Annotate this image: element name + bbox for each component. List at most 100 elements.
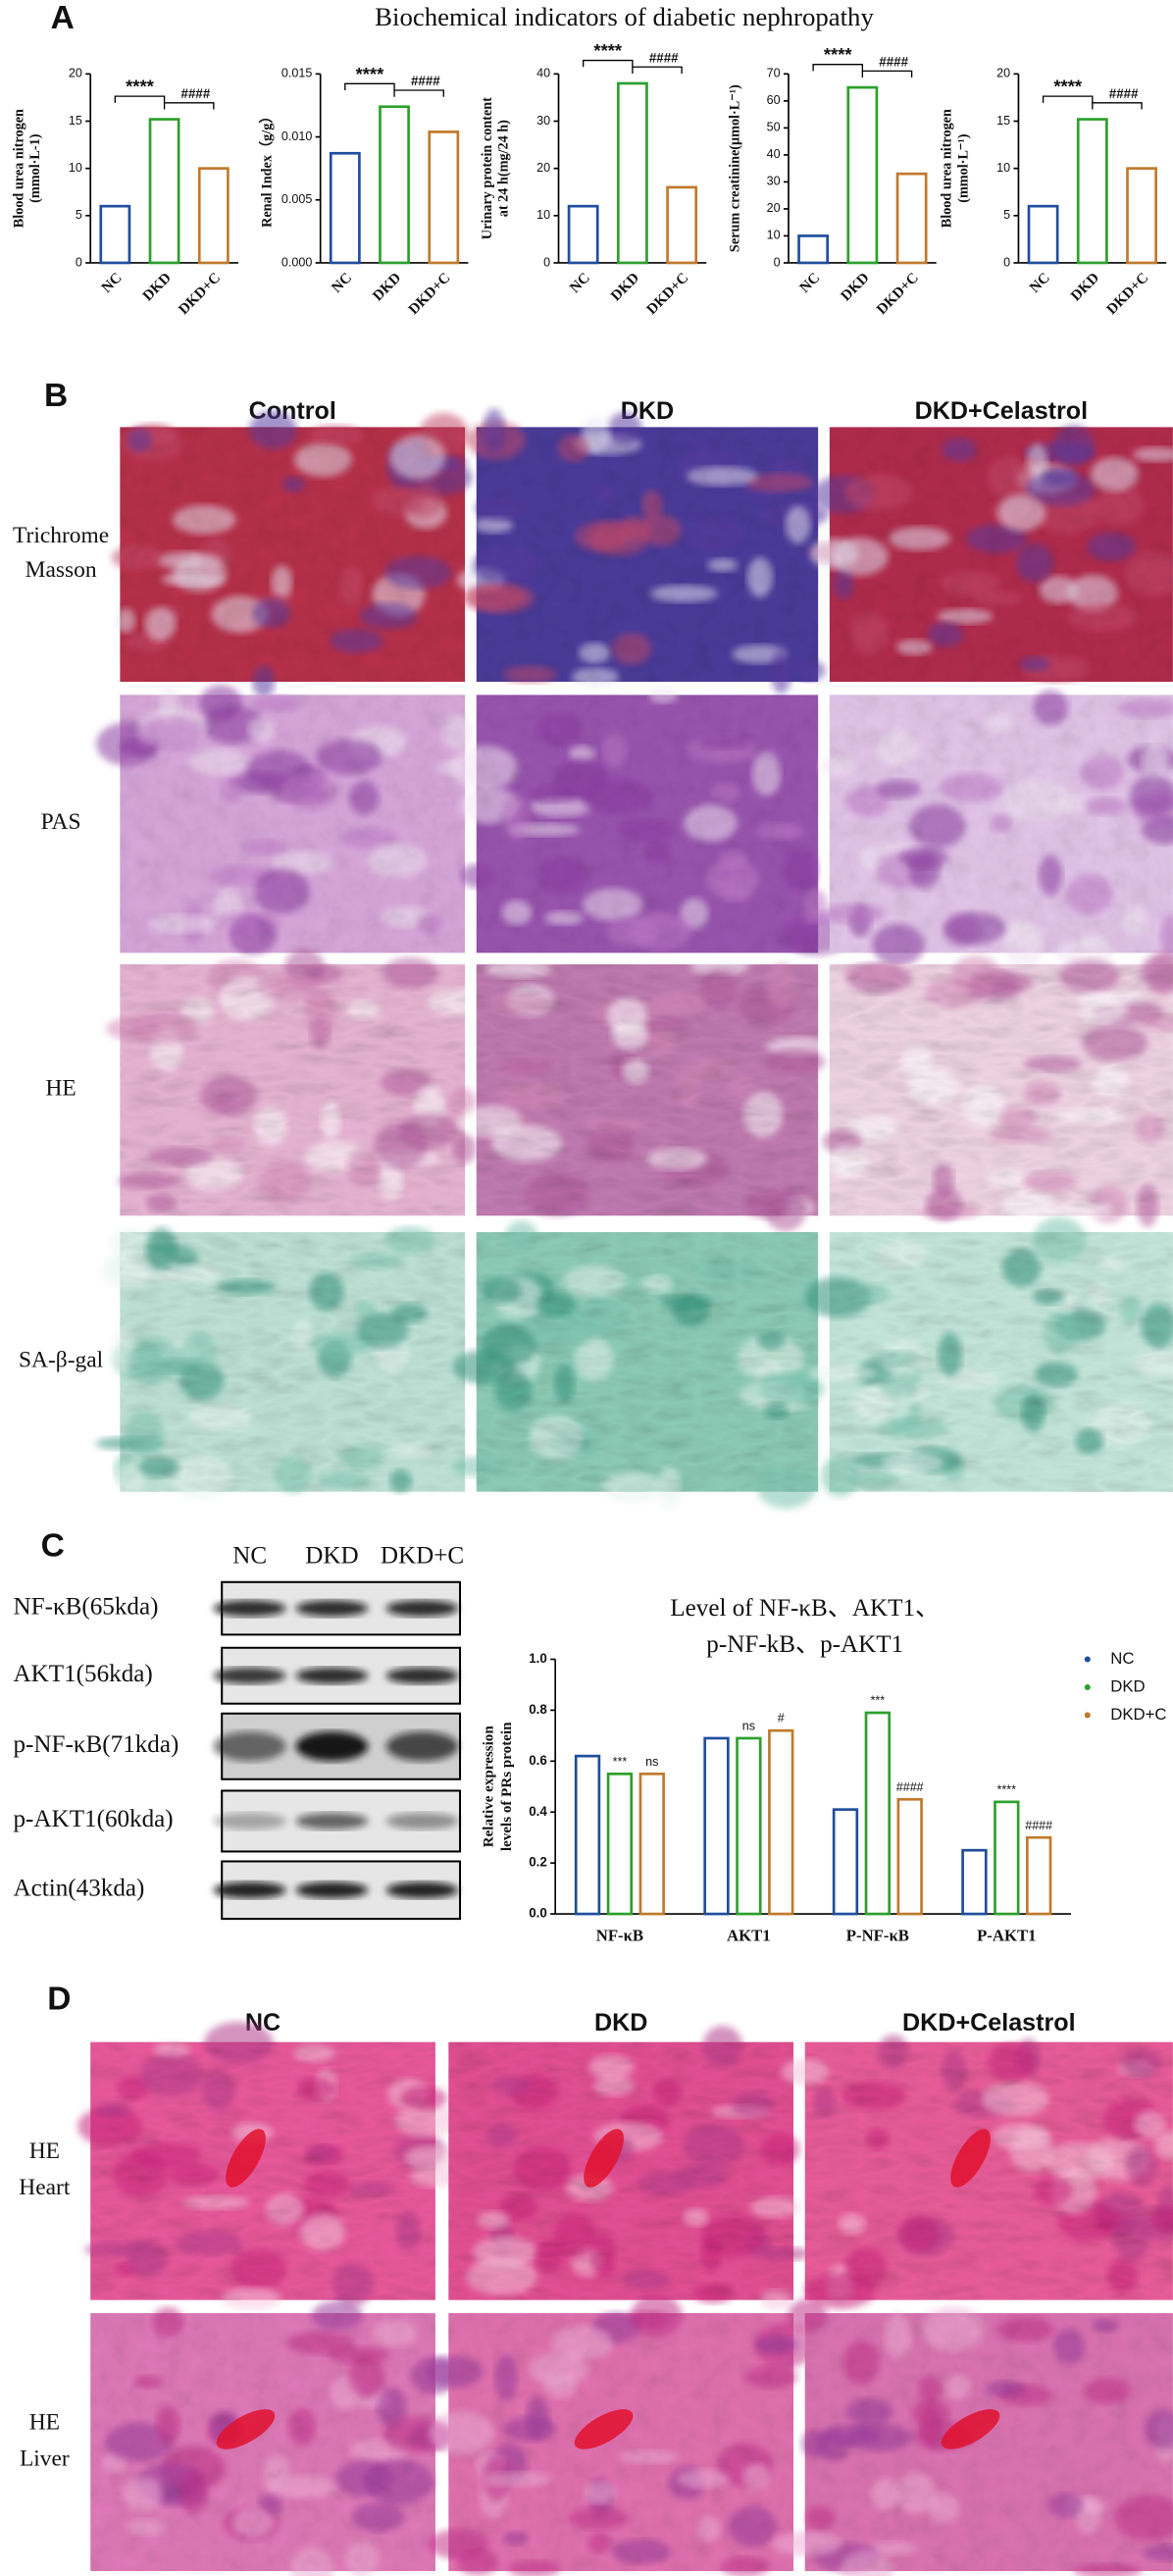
texture	[448, 2041, 794, 2300]
significance-label: ####	[896, 1780, 924, 1794]
micrograph	[456, 408, 829, 695]
micrograph	[822, 953, 1173, 1227]
texture	[476, 964, 819, 1216]
figure-title: Biochemical indicators of diabetic nephr…	[375, 2, 874, 31]
band-label: NF-κB(65kda)	[14, 1593, 159, 1620]
y-tick-label: 20	[536, 161, 550, 175]
micrograph	[425, 2293, 814, 2576]
micrograph	[781, 2035, 1173, 2309]
significance-bracket	[861, 70, 913, 78]
y-tick-label: 70	[767, 67, 781, 80]
micrograph	[96, 685, 474, 954]
significance-label: ####	[181, 86, 211, 101]
y-tick-label: 30	[767, 175, 781, 188]
y-tick-label: 0	[76, 255, 82, 269]
bar	[1076, 118, 1108, 265]
significance-label: ****	[356, 64, 384, 84]
row-label: SA-β-gal	[19, 1348, 104, 1373]
micrograph	[450, 687, 850, 955]
significance-label: ####	[649, 50, 679, 65]
texture	[90, 2041, 435, 2300]
bar	[574, 1754, 601, 1916]
y-tick-label: 0.0	[529, 1906, 547, 1921]
vessel	[216, 2408, 276, 2449]
significance-bracket	[632, 66, 683, 74]
micrograph	[450, 1220, 825, 1509]
row-label: HE	[29, 2409, 60, 2435]
y-axis-label: Renal Index（g/g）	[258, 109, 275, 227]
row-label: Heart	[19, 2175, 71, 2200]
significance-label: ####	[411, 74, 440, 88]
y-tick-label: 30	[536, 114, 550, 128]
y-tick-label: 5	[1003, 208, 1010, 222]
band-label: p-AKT1(60kda)	[14, 1806, 174, 1832]
panel-label: B	[44, 378, 68, 414]
bar	[428, 130, 460, 265]
bar	[994, 1800, 1020, 1916]
significance-bracket	[582, 59, 634, 68]
y-tick-label: 0	[543, 255, 550, 269]
micrograph	[819, 690, 1173, 969]
significance-label: ****	[593, 40, 622, 61]
y-tick-label: 10	[69, 161, 82, 175]
x-tick-label: P-NF-κB	[846, 1926, 909, 1944]
bar	[606, 1772, 634, 1916]
micrograph	[106, 949, 493, 1216]
significance-label: ####	[1109, 86, 1139, 101]
y-tick-label: 0.4	[529, 1804, 547, 1819]
significance-bracket	[114, 95, 166, 103]
bar	[666, 185, 698, 265]
y-tick-label: 0	[1003, 255, 1010, 269]
bar	[846, 85, 879, 265]
texture	[120, 695, 466, 953]
row-label: Trichrome	[13, 523, 109, 548]
texture	[829, 1232, 1173, 1492]
row-label: PAS	[41, 809, 81, 835]
bar	[736, 1736, 762, 1916]
blot-band	[385, 1600, 459, 1617]
texture	[120, 427, 466, 683]
y-axis-label: Relative expression	[482, 1726, 497, 1848]
texture	[120, 964, 466, 1216]
y-tick-label: 10	[536, 208, 550, 222]
y-tick-label: 5	[76, 208, 82, 222]
micrograph	[448, 2025, 811, 2310]
bar	[703, 1736, 730, 1916]
y-tick-label: 10	[767, 229, 781, 242]
y-tick-label: 20	[767, 201, 781, 215]
significance-bracket	[163, 102, 215, 110]
bar	[148, 118, 180, 265]
micrograph	[458, 956, 833, 1232]
significance-label: ****	[1053, 77, 1082, 97]
y-tick-label: 15	[69, 114, 82, 128]
blot-band	[213, 1881, 286, 1899]
row-label: Masson	[26, 557, 97, 583]
lane-label: NC	[232, 1542, 267, 1569]
y-tick-label: 40	[536, 67, 550, 80]
column-header: DKD	[594, 2009, 647, 2036]
micrograph	[90, 2300, 458, 2576]
chart-title: p-NF-kB、p-AKT1	[706, 1631, 903, 1658]
bar	[832, 1808, 859, 1916]
blot-band	[295, 1813, 369, 1829]
significance-label: ***	[871, 1694, 886, 1708]
column-header: DKD+Celastrol	[902, 2009, 1076, 2036]
y-tick-label: 0.2	[529, 1855, 547, 1870]
blot-band	[213, 1731, 286, 1762]
bar	[797, 234, 830, 265]
x-tick-label: NF-κB	[596, 1926, 643, 1944]
band-label: p-NF-κB(71kda)	[14, 1731, 179, 1758]
bar	[896, 1797, 923, 1916]
blot-band	[295, 1881, 369, 1899]
blot-band	[295, 1600, 369, 1617]
bar	[99, 204, 131, 265]
y-axis-label: Blood urea nitrogen	[940, 109, 955, 228]
bar	[638, 1772, 665, 1916]
bar	[961, 1848, 988, 1916]
legend-marker	[1084, 1656, 1091, 1663]
column-header: DKD+Celastrol	[915, 397, 1089, 425]
micrograph	[772, 2298, 1173, 2576]
blot-band	[385, 1881, 459, 1899]
y-tick-label: 20	[996, 67, 1010, 80]
